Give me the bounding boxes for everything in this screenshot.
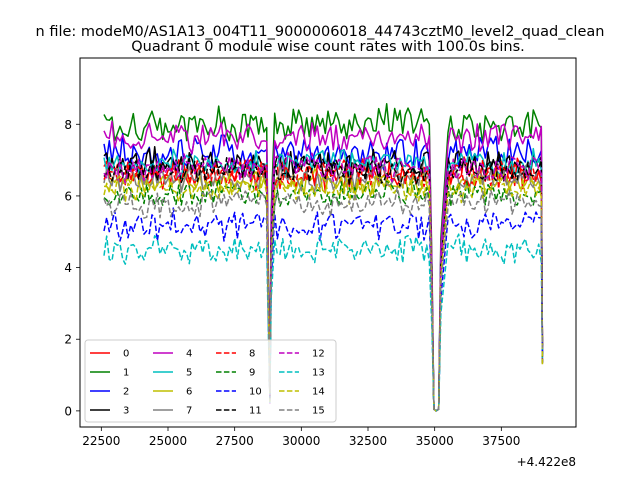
figure-suptitle: n file: modeM0/AS1A13_004T11_9000006018_… <box>36 24 605 40</box>
legend-box <box>84 339 337 423</box>
x-tick-label: 25000 <box>149 434 187 448</box>
series-line-4 <box>103 120 544 412</box>
x-tick-label: 22500 <box>82 434 120 448</box>
series-line-12 <box>103 151 544 412</box>
series-line-9 <box>103 178 544 412</box>
legend-label-10: 10 <box>249 387 262 398</box>
series-line-10 <box>103 207 544 412</box>
legend-label-3: 3 <box>123 406 129 417</box>
y-tick-label: 0 <box>64 404 72 418</box>
plot-lines <box>103 103 544 412</box>
x-axis-ticks: 22500 25000 27500 30000 32500 35000 37500 <box>82 427 520 448</box>
y-tick-label: 4 <box>64 261 72 275</box>
legend-label-7: 7 <box>186 406 192 417</box>
x-tick-label: 35000 <box>416 434 454 448</box>
x-tick-label: 30000 <box>282 434 320 448</box>
legend-label-13: 13 <box>312 368 325 379</box>
legend-label-1: 1 <box>123 368 129 379</box>
legend-label-8: 8 <box>249 349 255 360</box>
legend-label-2: 2 <box>123 387 129 398</box>
chart-title: Quadrant 0 module wise count rates with … <box>131 39 525 55</box>
x-offset-label: +4.422e8 <box>517 455 576 469</box>
legend-label-0: 0 <box>123 349 129 360</box>
legend-label-6: 6 <box>186 387 192 398</box>
legend-label-14: 14 <box>312 387 325 398</box>
legend-label-15: 15 <box>312 406 325 417</box>
x-tick-label: 27500 <box>216 434 254 448</box>
legend-label-4: 4 <box>186 349 192 360</box>
legend-label-11: 11 <box>249 406 262 417</box>
legend-label-12: 12 <box>312 349 325 360</box>
series-line-13 <box>103 233 544 412</box>
legend-label-9: 9 <box>249 368 255 379</box>
x-tick-label: 32500 <box>349 434 387 448</box>
series-line-11 <box>103 154 544 412</box>
series-line-15 <box>103 186 544 412</box>
x-tick-label: 37500 <box>482 434 520 448</box>
y-tick-label: 6 <box>64 189 72 203</box>
series-line-14 <box>103 172 544 412</box>
y-tick-label: 8 <box>64 118 72 132</box>
y-tick-label: 2 <box>64 333 72 347</box>
legend-label-5: 5 <box>186 368 192 379</box>
y-axis-ticks: 0 2 4 6 8 <box>64 118 80 418</box>
plot-frame <box>79 57 577 428</box>
